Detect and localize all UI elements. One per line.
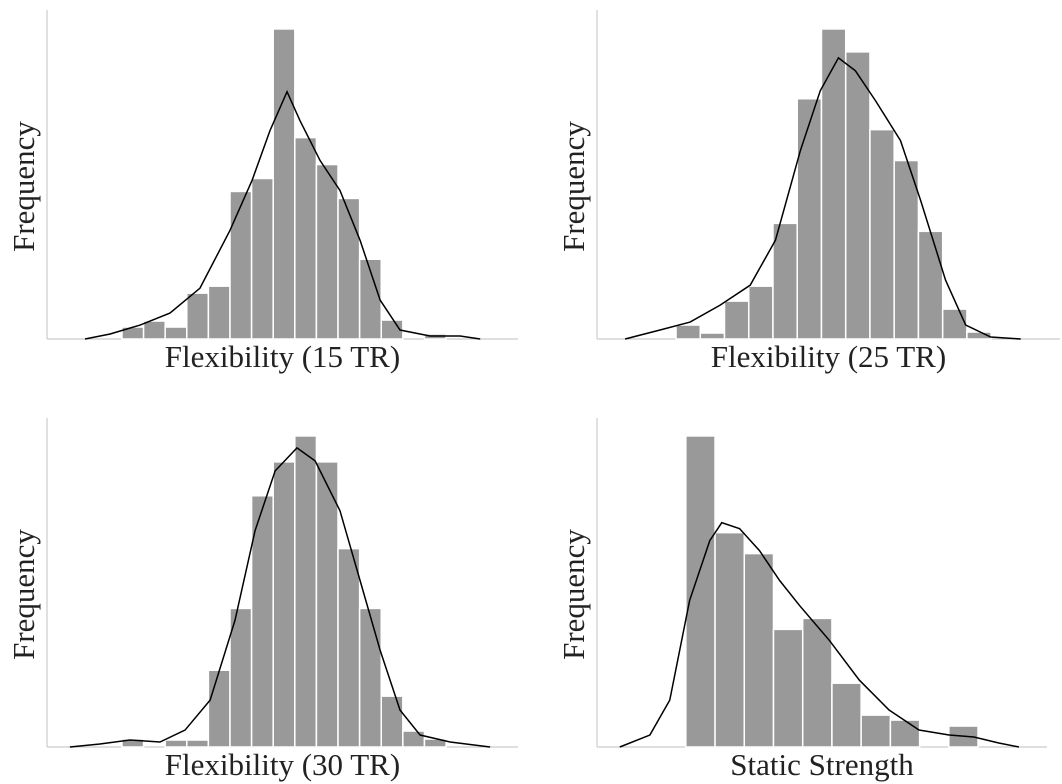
bar (121, 738, 145, 748)
x-axis-label: Flexibility (25 TR) (711, 339, 946, 374)
x-axis-label: Static Strength (730, 747, 914, 782)
bar (889, 719, 921, 748)
bar (250, 177, 274, 340)
bar (844, 51, 871, 340)
bar (315, 163, 339, 340)
x-axis-label: Flexibility (15 TR) (165, 339, 400, 374)
bar (820, 28, 847, 340)
bar (380, 695, 404, 748)
bar (164, 739, 188, 748)
kde-line (619, 521, 1020, 748)
bar (186, 739, 210, 748)
bar (358, 607, 382, 748)
bar (714, 531, 746, 748)
bar (207, 669, 231, 748)
bar (402, 730, 426, 748)
kde-line (84, 89, 481, 340)
bar (358, 258, 382, 340)
bar (272, 461, 296, 748)
y-axis-label: Frequency (6, 121, 41, 252)
bar (941, 308, 968, 340)
bar (337, 547, 361, 748)
bar (860, 714, 892, 748)
bar (747, 285, 774, 340)
bar (186, 292, 210, 340)
bar (772, 222, 798, 340)
bar (294, 435, 318, 748)
x-axis-label: Flexibility (30 TR) (165, 747, 400, 782)
bar (315, 461, 339, 748)
bar (772, 628, 804, 748)
bar (796, 97, 823, 340)
bar (207, 285, 231, 340)
bar (831, 682, 862, 748)
kde-line (69, 446, 491, 748)
bar (229, 190, 253, 340)
bar (337, 197, 361, 340)
bar (294, 136, 318, 340)
bar (685, 435, 716, 748)
bar (869, 128, 895, 340)
bar (229, 607, 253, 748)
bar (893, 159, 920, 340)
y-axis-label: Frequency (556, 529, 591, 660)
bar (675, 324, 702, 340)
bar (801, 617, 833, 748)
bar (743, 552, 775, 748)
bar (142, 320, 166, 340)
bar (699, 332, 726, 340)
bar (723, 300, 750, 340)
y-axis-label: Frequency (556, 121, 591, 252)
kde-line (624, 56, 1021, 340)
bar (272, 28, 296, 340)
y-axis-label: Frequency (6, 529, 41, 660)
bar (917, 230, 944, 340)
bar (164, 326, 188, 340)
